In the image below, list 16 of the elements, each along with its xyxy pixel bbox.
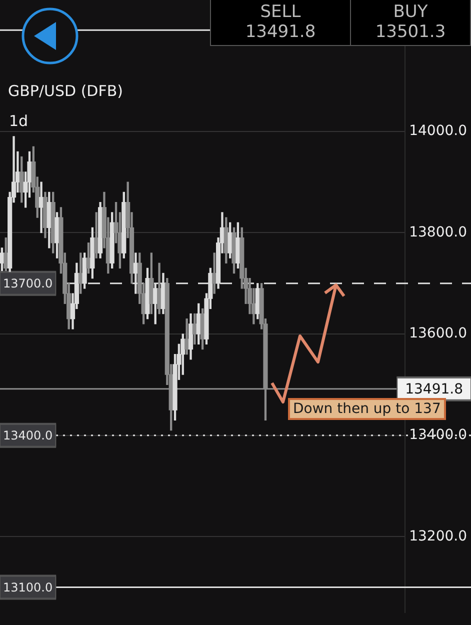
annotation: BUY: [393, 2, 428, 22]
annotation: 13501.3: [375, 22, 446, 42]
ref-line-label: 13700.0: [3, 276, 53, 290]
text: 1d: [9, 112, 28, 130]
y-tick-label: 14000.0: [409, 123, 468, 140]
ref-line-label: 13491.8: [405, 381, 464, 398]
y-tick-label: 13600.0: [409, 326, 468, 342]
annotation: 13491.8: [245, 22, 316, 42]
y-tick-label: 13400.0: [409, 426, 468, 443]
annotation: Down then up to 137: [288, 398, 446, 420]
ref-line-label: 13100.0: [3, 580, 53, 594]
ref-line-label: 13400.0: [3, 428, 53, 442]
annotation: SELL: [260, 2, 301, 22]
y-tick-label: 13800.0: [409, 224, 468, 240]
text: GBP/USD (DFB): [8, 82, 124, 100]
y-tick-label: 13200.0: [409, 528, 468, 544]
